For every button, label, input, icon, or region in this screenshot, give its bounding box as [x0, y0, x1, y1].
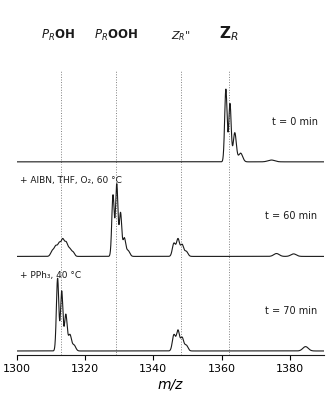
Text: + AIBN, THF, O₂, 60 °C: + AIBN, THF, O₂, 60 °C	[20, 177, 122, 186]
Text: $Z_R$": $Z_R$"	[171, 29, 191, 43]
Text: t = 0 min: t = 0 min	[271, 117, 317, 127]
Text: + PPh₃, 40 °C: + PPh₃, 40 °C	[20, 271, 81, 280]
X-axis label: m/z: m/z	[158, 377, 183, 391]
Text: $P_R$OH: $P_R$OH	[41, 28, 74, 43]
Text: $\mathbf{Z}_R$: $\mathbf{Z}_R$	[219, 24, 238, 43]
Text: $P_R$OOH: $P_R$OOH	[94, 28, 138, 43]
Text: t = 70 min: t = 70 min	[265, 306, 317, 316]
Text: t = 60 min: t = 60 min	[265, 212, 317, 221]
